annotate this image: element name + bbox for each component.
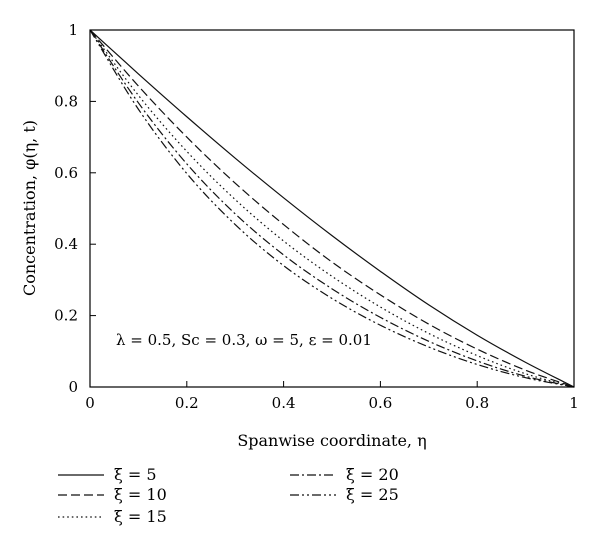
y-tick-label: 0 — [68, 378, 78, 396]
y-tick-label: 0.4 — [54, 235, 78, 253]
series-line-2 — [89, 29, 575, 388]
x-tick-label: 0.6 — [368, 394, 392, 412]
series-line-1 — [89, 29, 575, 388]
y-axis-title: Concentration, φ(η, t) — [20, 120, 39, 296]
legend-label-4: ξ = 20 — [346, 465, 399, 484]
plot-frame — [89, 29, 575, 388]
series-line-5 — [89, 29, 575, 388]
series-line-4 — [89, 29, 575, 388]
y-axis-ticks: 0 0.2 0.4 0.6 0.8 1 — [54, 21, 96, 396]
x-axis-title: Spanwise coordinate, η — [237, 431, 426, 450]
y-tick-label: 0.2 — [54, 307, 78, 325]
x-tick-label: 0.4 — [272, 394, 296, 412]
x-tick-label: 0.8 — [465, 394, 489, 412]
y-tick-label: 0.6 — [54, 164, 78, 182]
x-tick-label: 0.2 — [175, 394, 199, 412]
y-tick-label: 0.8 — [54, 92, 78, 110]
legend-label-3: ξ = 15 — [114, 507, 167, 526]
legend: ξ = 5ξ = 10 ξ = 15 ξ = 20ξ = 25 — [58, 465, 399, 526]
parameter-annotation: λ = 0.5, Sc = 0.3, ω = 5, ε = 0.01 — [116, 331, 372, 349]
legend-label-1: ξ = 5 — [114, 465, 157, 484]
legend-label-5: ξ = 25 — [346, 485, 399, 504]
x-tick-label: 0 — [85, 394, 95, 412]
plot-lines — [89, 29, 575, 388]
x-tick-label: 1 — [569, 394, 579, 412]
legend-label-2: ξ = 10 — [114, 485, 167, 504]
y-tick-label: 1 — [68, 21, 78, 39]
x-axis-ticks: 0 0.2 0.4 0.6 0.8 1 — [85, 381, 579, 412]
